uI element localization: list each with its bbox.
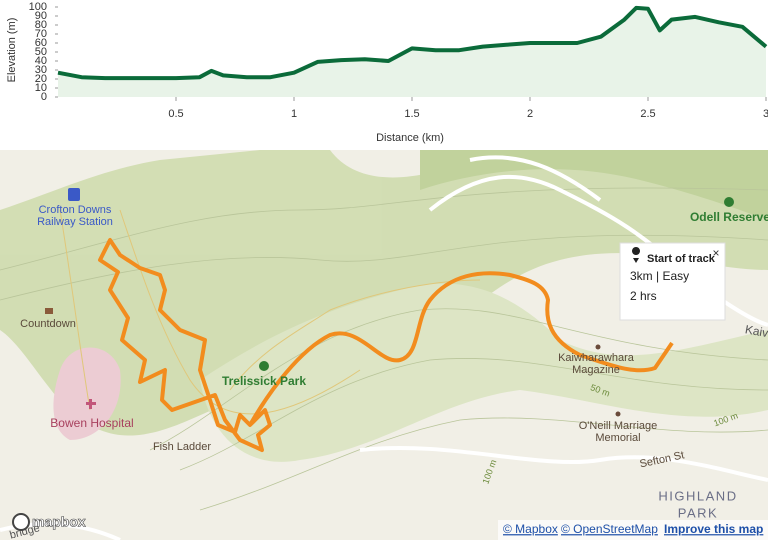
y-axis-label: Elevation (m) — [6, 18, 18, 83]
x-axis-label: Distance (km) — [376, 132, 444, 144]
place-label: Magazine — [572, 364, 620, 376]
attribution-link[interactable]: Improve this map — [664, 522, 763, 536]
area-fill — [58, 7, 766, 97]
pin-icon — [632, 247, 641, 263]
x-tick-label: 2 — [527, 108, 533, 120]
x-tick-label: 3 — [763, 108, 768, 120]
place-label: O'Neill Marriage — [579, 420, 658, 432]
y-tick-label: 50 — [35, 46, 47, 58]
y-tick-label: 40 — [35, 55, 47, 67]
y-tick-label: 20 — [35, 73, 47, 85]
y-tick-label: 60 — [35, 37, 47, 49]
place-label: Kaiwharawhara — [558, 352, 635, 364]
elevation-line — [57, 5, 768, 81]
x-tick-label: 0.5 — [168, 108, 183, 120]
place-label: Trelissick Park — [222, 374, 306, 388]
y-tick-label: 90 — [35, 10, 47, 22]
elevation-chart: Elevation (m) Distance (km) 010203040506… — [6, 1, 768, 144]
place-label: Countdown — [20, 318, 76, 330]
popup: Start of track × 3km | Easy 2 hrs — [619, 242, 726, 321]
map[interactable]: Crofton Downs Railway Station Countdown … — [0, 150, 768, 540]
area-label: HIGHLAND — [658, 488, 737, 503]
y-tick-label: 80 — [35, 19, 47, 31]
x-tick-label: 1 — [291, 108, 297, 120]
place-label: Bowen Hospital — [50, 416, 133, 430]
place-label: Memorial — [595, 432, 640, 444]
logo-icon — [12, 513, 30, 531]
poi-icons — [45, 188, 734, 417]
area-label: PARK — [678, 505, 718, 520]
y-tick-label: 30 — [35, 64, 47, 76]
y-tick-label: 0 — [41, 91, 47, 103]
place-label: Fish Ladder — [153, 441, 211, 453]
popup-duration: 2 hrs — [630, 289, 657, 303]
place-label: Railway Station — [37, 216, 113, 228]
attribution-link[interactable]: © Mapbox — [503, 522, 558, 536]
popup-title: Start of track — [647, 253, 716, 265]
x-tick-label: 1.5 — [404, 108, 419, 120]
y-tick-label: 10 — [35, 82, 47, 94]
popup-details: 3km | Easy — [630, 269, 689, 283]
place-label: Crofton Downs — [39, 204, 112, 216]
x-tick-label: 2.5 — [640, 108, 655, 120]
popup-close[interactable]: × — [712, 246, 719, 260]
mapbox-logo[interactable]: mapbox — [32, 513, 86, 530]
place-label: Odell Reserve — [690, 210, 768, 224]
y-tick-label: 70 — [35, 28, 47, 40]
attribution-link[interactable]: © OpenStreetMap — [561, 522, 658, 536]
y-tick-label: 100 — [29, 1, 47, 13]
street-label: Kaiv — [744, 322, 768, 340]
roads — [0, 155, 768, 540]
popup-box — [619, 242, 726, 321]
attribution-bg — [498, 520, 768, 540]
track-route — [98, 238, 674, 452]
